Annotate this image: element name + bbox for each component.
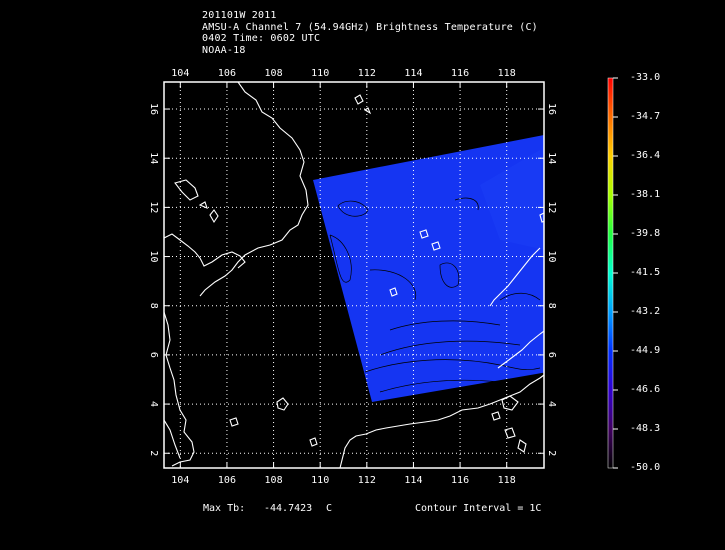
contour-lines (329, 197, 541, 393)
swath-shading (480, 150, 544, 250)
lon-label-bottom: 116 (451, 475, 469, 486)
colorbar-ticks (613, 77, 618, 469)
lon-label-bottom: 118 (498, 475, 516, 486)
lat-label-left: 12 (148, 201, 159, 213)
lat-label-right: 4 (546, 401, 557, 407)
lat-label-left: 6 (148, 352, 159, 358)
title-line-storm: 201101W 2011 (202, 10, 277, 21)
colorbar-label: -50.0 (630, 462, 661, 473)
map-frame (163, 81, 545, 469)
lat-label-right: 6 (546, 352, 557, 358)
lon-label-top: 112 (358, 68, 376, 79)
title-line-satellite: NOAA-18 (202, 44, 246, 56)
colorbar-label: -41.5 (630, 267, 661, 278)
lon-label-top: 118 (498, 68, 516, 79)
lon-label-bottom: 108 (265, 475, 283, 486)
lon-label-top: 106 (218, 68, 236, 79)
graticule (164, 82, 544, 468)
max-tb-unit: C (326, 503, 333, 514)
colorbar-label: -33.0 (630, 72, 661, 83)
lat-label-left: 4 (148, 401, 159, 407)
lat-label-right: 16 (546, 103, 557, 115)
colorbar (607, 77, 614, 469)
colorbar-label: -36.4 (630, 150, 661, 161)
lon-label-top: 104 (171, 68, 189, 79)
lat-label-left: 8 (148, 303, 159, 309)
lat-label-left: 2 (148, 450, 159, 456)
tick-labels: 1041041061061081081101101121121141141161… (148, 68, 557, 486)
lon-label-bottom: 112 (358, 475, 376, 486)
lon-label-bottom: 110 (311, 475, 329, 486)
lon-label-bottom: 106 (218, 475, 236, 486)
lon-label-bottom: 114 (404, 475, 422, 486)
coastlines (164, 82, 544, 468)
lat-label-right: 10 (546, 251, 557, 263)
colorbar-label: -48.3 (630, 423, 661, 434)
lon-label-top: 114 (404, 68, 422, 79)
lat-label-right: 12 (546, 201, 557, 213)
title-line-product: AMSU-A Channel 7 (54.94GHz) Brightness T… (202, 21, 538, 33)
contour-interval: Contour Interval = 1C (415, 503, 542, 514)
colorbar-label: -34.7 (630, 111, 661, 122)
title-line-time: 0402 Time: 0602 UTC (202, 33, 321, 44)
tick-marks (164, 82, 544, 468)
max-tb-label: Max Tb: (203, 503, 246, 514)
lat-label-right: 14 (546, 152, 557, 164)
lat-label-right: 8 (546, 303, 557, 309)
lat-label-right: 2 (546, 450, 557, 456)
colorbar-label: -38.1 (630, 189, 661, 200)
lon-label-top: 108 (265, 68, 283, 79)
colorbar-label: -39.8 (630, 228, 661, 239)
lon-label-top: 110 (311, 68, 329, 79)
lat-label-left: 10 (148, 251, 159, 263)
colorbar-label: -43.2 (630, 306, 661, 317)
max-tb-value: -44.7423 (264, 503, 313, 514)
colorbar-label: -46.6 (630, 384, 661, 395)
lat-label-left: 14 (148, 152, 159, 164)
lat-label-left: 16 (148, 103, 159, 115)
lon-label-top: 116 (451, 68, 469, 79)
colorbar-label: -44.9 (630, 345, 661, 356)
chart-title: 201101W 2011 AMSU-A Channel 7 (54.94GHz)… (202, 10, 538, 56)
lon-label-bottom: 104 (171, 475, 189, 486)
